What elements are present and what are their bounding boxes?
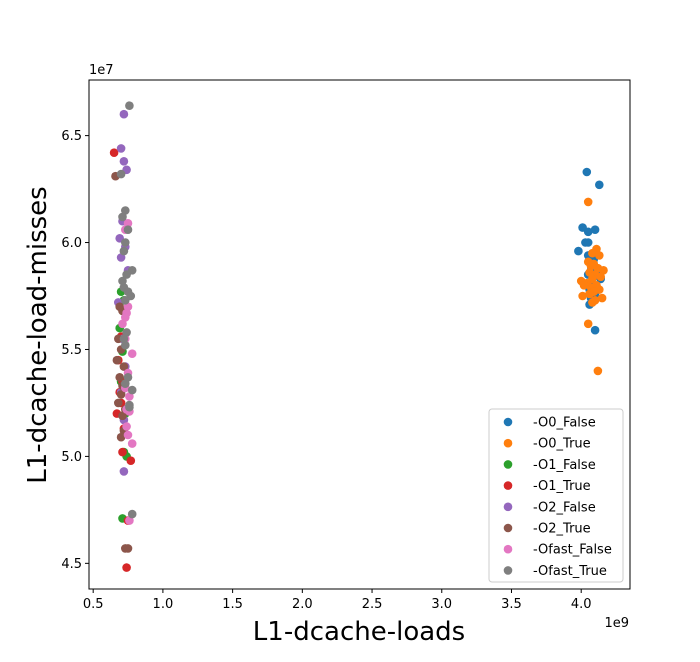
- legend-marker-4: [503, 502, 513, 512]
- data-point-series-7-3: [118, 212, 127, 222]
- data-point-series-6-5: [118, 319, 127, 329]
- data-point-series-5-6: [119, 362, 129, 371]
- x-tick-label-4: 2.5: [362, 597, 383, 612]
- data-point-series-7-18: [121, 379, 130, 389]
- data-point-series-6-13: [122, 422, 131, 431]
- x-tick-label-6: 3.5: [501, 597, 522, 612]
- data-point-series-7-16: [121, 340, 130, 350]
- data-point-series-7-5: [121, 238, 130, 247]
- y-axis: 4.5 5.0 5.5 6.0 6.5: [61, 129, 89, 572]
- data-point-series-6-14: [123, 430, 133, 440]
- data-point-series-5-5: [112, 355, 122, 365]
- data-point-series-0-19: [590, 325, 600, 335]
- data-point-series-3-11: [122, 563, 131, 572]
- x-tick-label-7: 4.0: [571, 597, 592, 612]
- y-tick-label-0: 4.5: [61, 557, 82, 572]
- data-point-series-1-21: [578, 291, 587, 301]
- legend-box: [488, 408, 624, 583]
- data-point-series-3-8: [118, 447, 127, 457]
- data-point-series-5-12: [118, 411, 127, 421]
- legend-label-2: -O1_False: [533, 458, 596, 473]
- x-tick-label-2: 1.5: [222, 597, 243, 612]
- data-point-series-4-2: [119, 157, 129, 166]
- y-offset-label: 1e7: [89, 63, 114, 78]
- data-point-series-1-8: [599, 266, 608, 275]
- legend-label-1: -O0_True: [533, 437, 591, 452]
- data-point-series-7-4: [123, 225, 133, 234]
- data-point-series-0-6: [583, 238, 593, 247]
- data-point-series-0-3: [590, 225, 600, 234]
- data-point-series-5-14: [116, 432, 126, 442]
- data-point-series-7-0: [125, 101, 134, 110]
- data-point-series-1-25: [583, 319, 593, 329]
- data-point-series-5-9: [116, 390, 126, 399]
- data-point-series-1-6: [586, 261, 596, 271]
- legend-label-4: -O2_False: [533, 500, 596, 515]
- legend-marker-3: [503, 481, 513, 490]
- data-point-series-7-19: [127, 385, 137, 395]
- data-point-series-5-10: [114, 398, 123, 408]
- plot-frame: [88, 79, 631, 590]
- data-point-series-4-1: [119, 109, 129, 119]
- data-point-series-5-16: [123, 544, 133, 553]
- data-point-series-6-15: [127, 439, 137, 448]
- data-point-series-0-1: [595, 180, 604, 190]
- y-axis-title: L1-dcache-load-misses: [23, 186, 53, 483]
- data-point-series-4-0: [116, 144, 126, 153]
- legend-marker-6: [503, 544, 513, 554]
- legend-entries: -O0_False -O0_True -O1_False -O1_True -O2_Fa…: [503, 416, 612, 579]
- data-point-series-7-15: [119, 334, 129, 344]
- data-point-series-6-16: [125, 516, 134, 525]
- data-point-series-1-0: [583, 197, 593, 207]
- y-tick-label-3: 6.0: [61, 236, 82, 251]
- data-point-series-0-0: [582, 167, 592, 177]
- data-point-series-1-22: [597, 293, 607, 303]
- x-axis: 0.5 1.0 1.5 2.0 2.5 3.0 3.5 4.0: [83, 589, 592, 612]
- data-point-series-7-21: [125, 402, 134, 412]
- data-point-series-1-2: [588, 248, 597, 258]
- x-offset-label: 1e9: [604, 616, 629, 631]
- legend-label-3: -O1_True: [533, 479, 591, 494]
- data-point-series-3-0: [109, 148, 119, 157]
- data-point-series-1-3: [595, 251, 604, 260]
- data-point-series-7-6: [119, 246, 129, 256]
- points-layer: [109, 101, 608, 572]
- x-tick-label-0: 0.5: [83, 597, 104, 612]
- data-point-series-0-7: [574, 246, 583, 256]
- data-point-series-4-14: [119, 467, 129, 476]
- data-point-series-1-16: [579, 281, 589, 290]
- x-tick-label-1: 1.0: [153, 597, 174, 612]
- x-tick-label-3: 2.0: [292, 597, 313, 612]
- data-point-series-1-20: [585, 289, 594, 299]
- y-tick-label-2: 5.5: [61, 343, 82, 358]
- data-point-series-6-7: [127, 349, 137, 359]
- data-point-series-1-11: [596, 272, 605, 282]
- legend-label-7: -Ofast_True: [533, 564, 607, 579]
- data-point-series-7-13: [121, 296, 130, 305]
- legend-marker-2: [503, 460, 513, 469]
- legend-marker-7: [503, 566, 513, 575]
- legend: -O0_False -O0_True -O1_False -O1_True -O2_Fa…: [488, 408, 624, 583]
- legend-marker-5: [503, 523, 513, 533]
- data-point-series-3-9: [126, 456, 136, 466]
- data-point-series-0-4: [583, 227, 593, 237]
- x-axis-title: L1-dcache-loads: [253, 617, 465, 647]
- legend-marker-1: [503, 438, 513, 448]
- legend-label-6: -Ofast_False: [533, 543, 612, 558]
- x-tick-label-5: 3.0: [431, 597, 452, 612]
- y-tick-label-1: 5.0: [61, 450, 82, 465]
- data-point-series-5-7: [115, 373, 124, 382]
- data-point-series-7-8: [122, 270, 131, 279]
- data-point-series-7-22: [127, 509, 137, 519]
- data-point-series-1-26: [593, 366, 603, 376]
- y-tick-label-4: 6.5: [61, 129, 82, 144]
- data-point-series-7-9: [118, 276, 127, 286]
- legend-marker-0: [503, 417, 513, 427]
- data-point-series-1-24: [588, 298, 597, 307]
- legend-label-0: -O0_False: [533, 416, 596, 431]
- data-point-series-7-1: [116, 169, 126, 179]
- legend-label-5: -O2_True: [533, 522, 591, 537]
